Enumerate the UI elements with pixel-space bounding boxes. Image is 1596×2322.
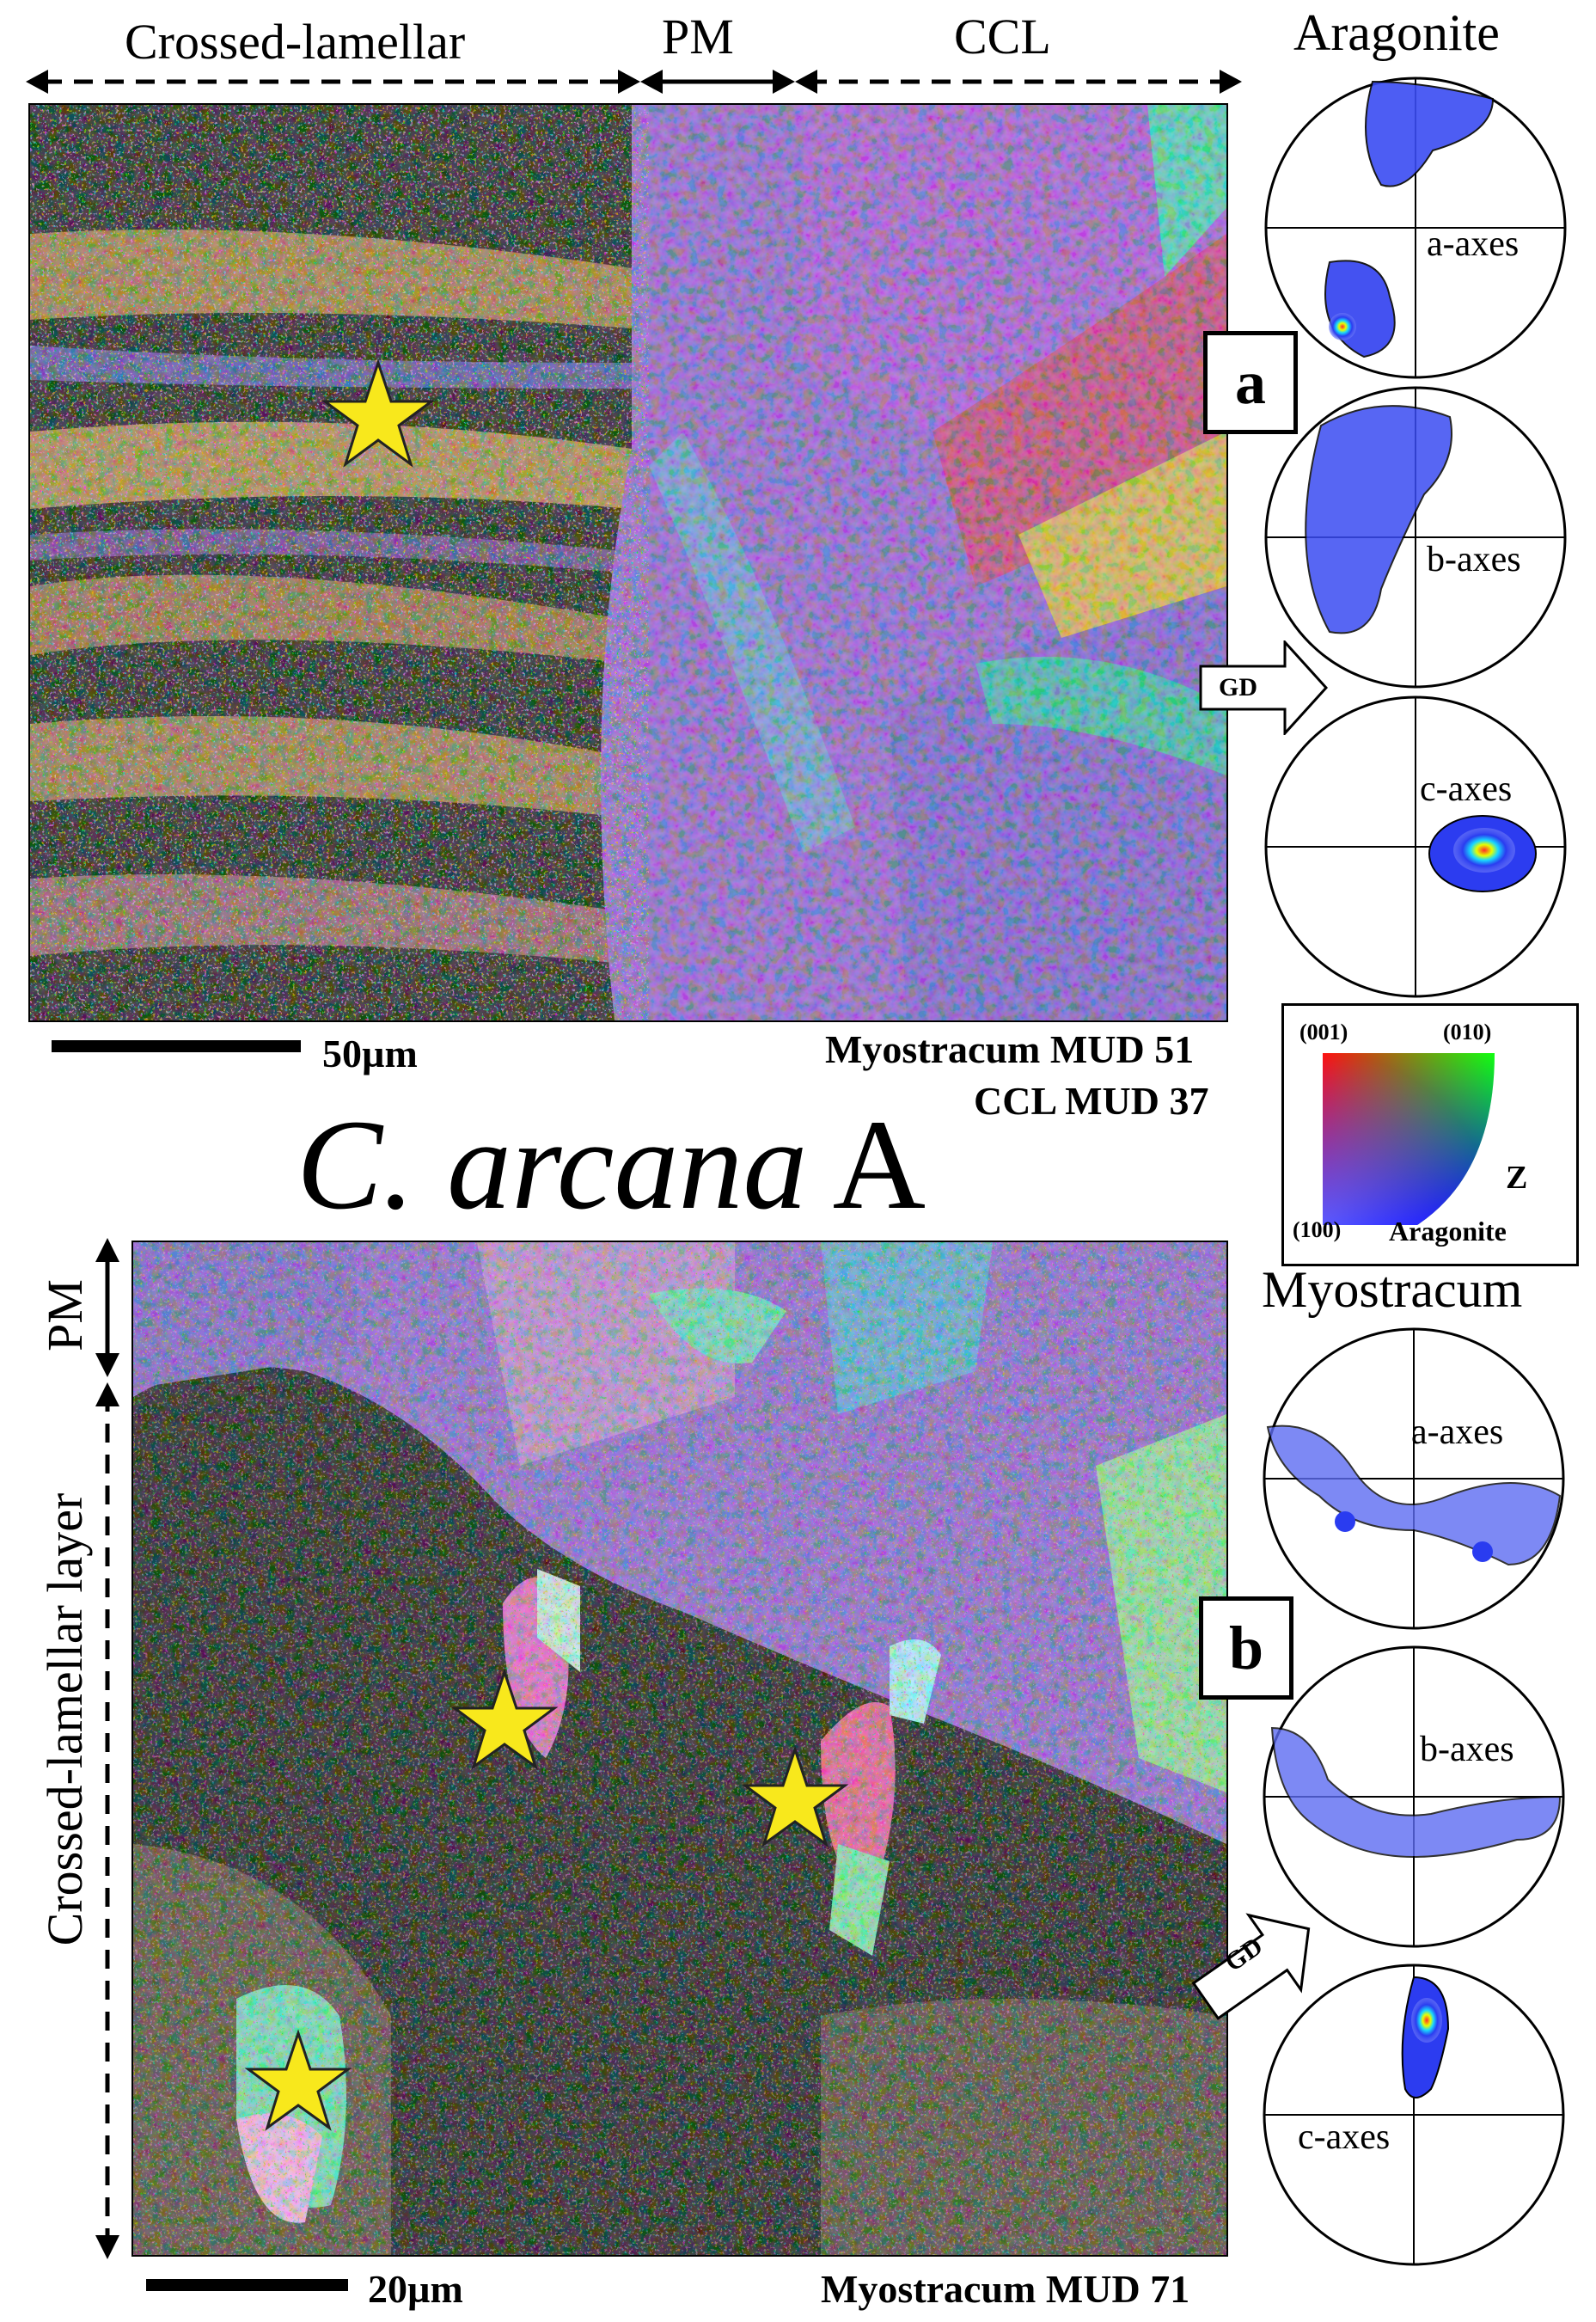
pole-label-a-b: b-axes <box>1427 540 1521 579</box>
pm-vertical-label: PM <box>37 1279 93 1351</box>
crossed-lamellar-label: Crossed-lamellar <box>125 14 466 70</box>
star-marker <box>321 358 436 468</box>
scale-label-a: 50µm <box>322 1032 418 1075</box>
scale-bar-a <box>52 1040 301 1052</box>
figure-title-italic: C. arcana <box>297 1094 808 1236</box>
pm-label: PM <box>662 9 734 64</box>
star-marker <box>244 2029 352 2131</box>
scale-bar-b <box>146 2279 348 2291</box>
legend-axis: Z <box>1506 1160 1528 1196</box>
pole-title-a: Aragonite <box>1293 4 1500 61</box>
pole-figure-a-b-axes <box>1264 386 1567 689</box>
legend-100: (100) <box>1293 1217 1342 1242</box>
legend-010: (010) <box>1443 1020 1492 1045</box>
scale-label-b: 20µm <box>368 2267 463 2311</box>
pole-label-b-c: c-axes <box>1298 2117 1391 2157</box>
pole-figure-b-c-axes <box>1263 1964 1565 2266</box>
pole-label-a-c: c-axes <box>1420 769 1513 809</box>
ebsd-map-a <box>28 103 1228 1022</box>
panel-label-a: a <box>1203 331 1298 434</box>
ipf-color-key <box>1323 1053 1495 1225</box>
panel-label-b: b <box>1199 1596 1293 1700</box>
pole-label-b-b: b-axes <box>1420 1730 1514 1769</box>
ccl-label: CCL <box>954 9 1051 64</box>
ebsd-map-b <box>131 1241 1228 2257</box>
pole-label-a-a: a-axes <box>1427 224 1520 264</box>
gd-arrow-a <box>1199 640 1328 735</box>
gd-label-a: GD <box>1219 673 1257 702</box>
pole-figure-b-a-axes <box>1263 1327 1565 1630</box>
ipf-legend: (001) (010) (100) Z Aragonite <box>1281 1003 1579 1266</box>
figure-title-suffix: A <box>832 1094 926 1236</box>
crossed-lamellar-layer-label: Crossed-lamellar layer <box>37 1492 93 1946</box>
mud-line-b: Myostracum MUD 71 <box>821 2267 1190 2311</box>
star-marker <box>741 1745 849 1847</box>
mud-line-a1: Myostracum MUD 51 <box>825 1027 1195 1071</box>
pole-label-b-a: a-axes <box>1411 1412 1504 1452</box>
panel-a-header-arrows <box>26 70 1242 94</box>
pole-title-b: Myostracum <box>1262 1261 1523 1318</box>
pole-figure-a-a-axes <box>1264 77 1567 379</box>
star-marker <box>450 1668 559 1770</box>
gd-arrow-b <box>1191 1913 1311 2020</box>
figure-title: C. arcana A <box>297 1100 926 1229</box>
ebsd-map-a-graphic <box>30 105 1226 1020</box>
legend-001: (001) <box>1299 1020 1348 1045</box>
ebsd-map-b-graphic <box>133 1242 1226 2255</box>
legend-mineral: Aragonite <box>1389 1216 1507 1247</box>
panel-b-vertical-arrows <box>95 1238 119 2259</box>
pole-figure-a-c-axes <box>1264 695 1567 998</box>
mud-line-a2: CCL MUD 37 <box>974 1079 1209 1123</box>
pole-figure-b-b-axes <box>1263 1645 1565 1948</box>
